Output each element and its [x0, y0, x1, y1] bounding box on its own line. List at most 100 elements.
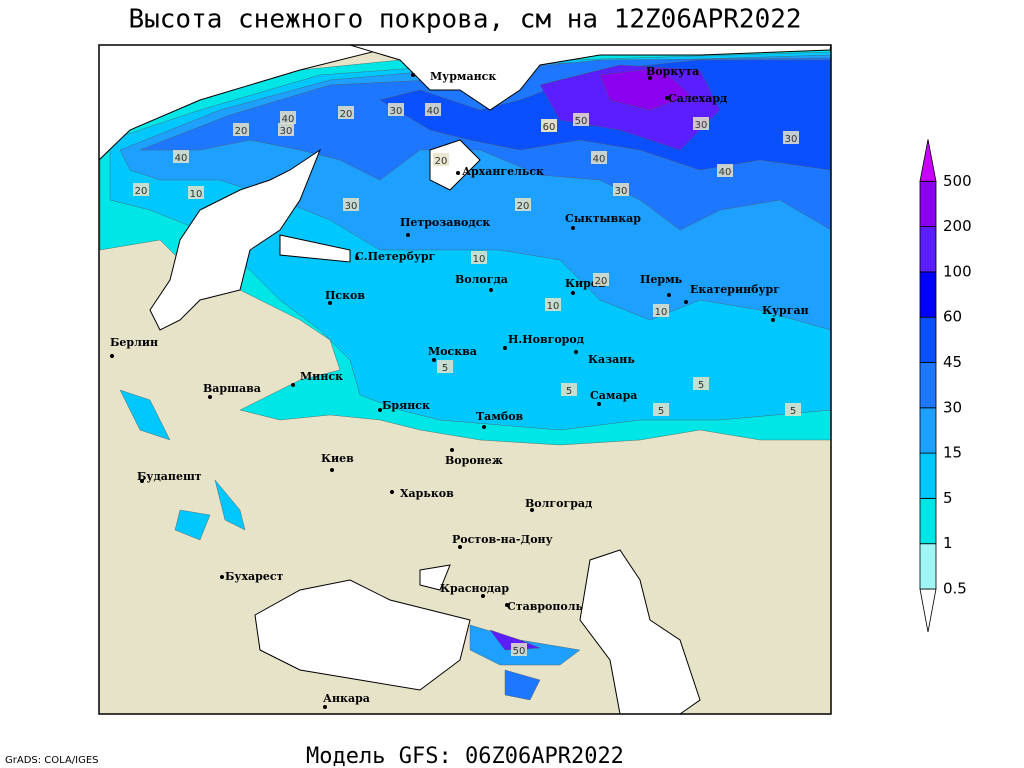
city-dot	[355, 256, 359, 260]
sea	[99, 45, 401, 161]
city-label: Тамбов	[476, 410, 524, 423]
title: Высота снежного покрова, см на 12Z06APR2…	[128, 5, 801, 35]
city-label: Бухарест	[225, 570, 284, 583]
legend-swatch	[919, 139, 937, 182]
city-label: Брянск	[382, 399, 430, 412]
city-dot	[684, 300, 688, 304]
contour-label-box	[233, 123, 249, 136]
city-label: Ставрополь	[507, 600, 584, 613]
city-dot	[220, 575, 224, 579]
contour-label-box	[425, 103, 441, 116]
city-label: Москва	[428, 345, 477, 358]
city-dot	[667, 293, 671, 297]
city-label: Вологда	[455, 273, 508, 286]
contour-label-box	[338, 106, 354, 119]
city-dot	[456, 171, 460, 175]
contour-label: 30	[615, 186, 628, 197]
contour-label: 50	[513, 646, 526, 657]
contour-label: 20	[435, 156, 448, 167]
legend-swatch	[919, 271, 937, 318]
contour-label: 40	[719, 167, 732, 178]
city-label: С.Петербург	[355, 250, 436, 263]
footer: Модель GFS: 06Z06APR2022	[306, 744, 624, 768]
city-label: Ростов-на-Дону	[452, 533, 553, 546]
contour-label-box	[545, 298, 561, 311]
city-label: Екатеринбург	[690, 283, 780, 296]
city-dot	[450, 448, 454, 452]
legend-label: 100	[943, 262, 972, 280]
city-dot	[458, 545, 462, 549]
city-label: Сыктывкар	[565, 212, 641, 225]
contour-label-box	[783, 131, 799, 144]
contour-label-box	[388, 103, 404, 116]
snow-area	[489, 629, 541, 651]
contour-label: 10	[190, 189, 203, 200]
contour-label: 20	[135, 186, 148, 197]
contour-label-box	[573, 113, 589, 126]
legend-label: 60	[943, 308, 962, 326]
contour-label: 10	[655, 307, 668, 318]
sea	[279, 234, 351, 263]
city-label: Будапешт	[137, 470, 202, 483]
city-label: Воронеж	[445, 454, 503, 467]
city-dot	[505, 603, 509, 607]
sea	[419, 564, 451, 591]
city-dot	[328, 301, 332, 305]
contour-label-box	[515, 198, 531, 211]
legend-swatch	[919, 226, 937, 273]
city-dot	[208, 395, 212, 399]
contour-label-box	[561, 383, 577, 396]
city-dot	[571, 291, 575, 295]
city-dot	[110, 354, 114, 358]
contour-label-box	[188, 186, 204, 199]
map: Мурманск Воркута Салехард Архангельск Сыктыв…	[99, 45, 831, 714]
contour-label-box	[653, 304, 669, 317]
contour-label: 20	[517, 201, 530, 212]
contour-label: 5	[698, 380, 704, 391]
city-label: Берлин	[110, 336, 158, 349]
contour-label-box	[693, 117, 709, 130]
contour-label: 30	[785, 134, 798, 145]
contour-label: 30	[390, 106, 403, 117]
legend-label: 30	[943, 398, 962, 416]
contour-label-box	[280, 111, 296, 124]
city-label: Архангельск	[462, 165, 544, 178]
legend-swatch	[919, 497, 937, 545]
legend-label: 1	[943, 534, 953, 552]
legend-label: 15	[943, 444, 962, 462]
city-dot	[665, 96, 669, 100]
sea	[349, 45, 831, 111]
snow-area	[504, 669, 541, 701]
contour-label: 10	[547, 301, 560, 312]
city-dot	[597, 402, 601, 406]
contour-label: 20	[235, 126, 248, 137]
city-dot	[481, 594, 485, 598]
contour-label-box	[593, 273, 609, 286]
city-label: Краснодар	[440, 582, 509, 595]
city-dot	[330, 468, 334, 472]
contour-label-box	[173, 150, 189, 163]
city-dot	[648, 76, 652, 80]
city-dot	[411, 73, 415, 77]
map-frame	[98, 44, 832, 715]
legend-label: 200	[943, 217, 972, 235]
legend-swatch	[919, 452, 937, 499]
city-label: Варшава	[203, 382, 261, 395]
city-dot	[378, 408, 382, 412]
city-dot	[571, 226, 575, 230]
contour-label-box	[541, 119, 557, 132]
city-label: Петрозаводск	[400, 216, 490, 229]
contour-label: 40	[175, 153, 188, 164]
city-dot	[323, 705, 327, 709]
contour-label: 40	[427, 106, 440, 117]
city-label: Минск	[300, 370, 343, 383]
contour-label: 30	[345, 201, 358, 212]
contour-label-box	[613, 183, 629, 196]
city-label: Воркута	[646, 65, 699, 78]
contour-label: 5	[658, 406, 664, 417]
city-dot	[574, 350, 578, 354]
contour-label: 5	[566, 386, 572, 397]
contour-label: 40	[593, 154, 606, 165]
legend-swatch	[919, 362, 937, 409]
